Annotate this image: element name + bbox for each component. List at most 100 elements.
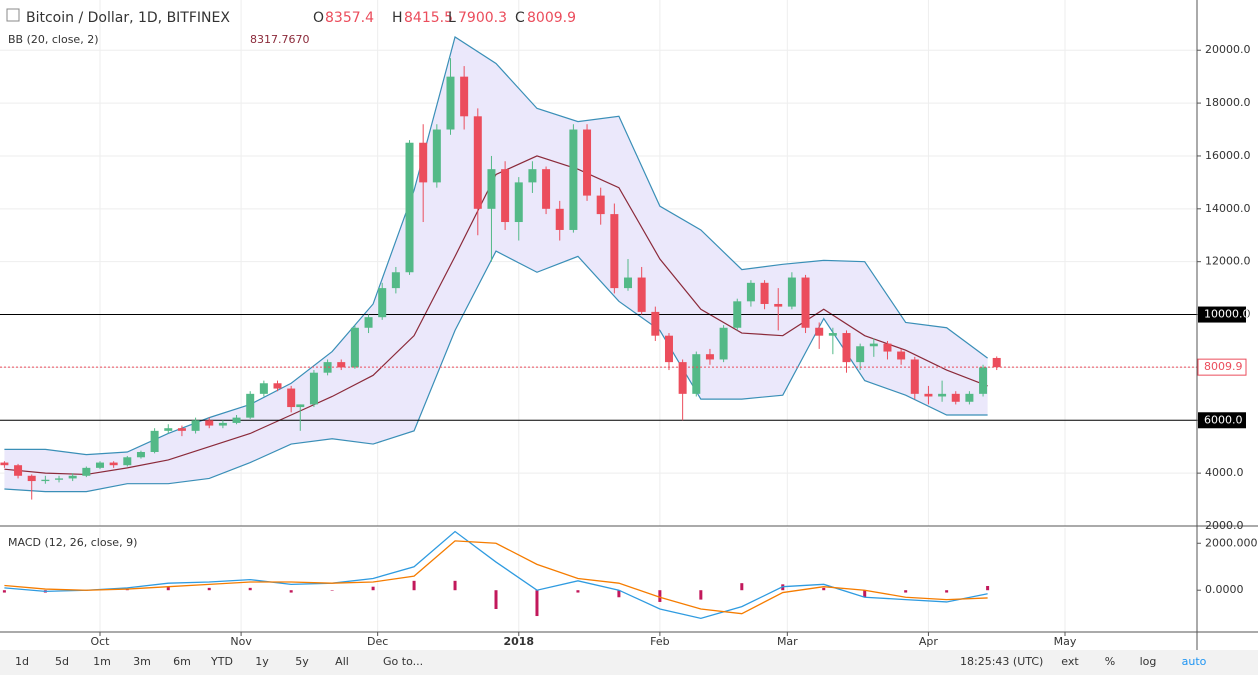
candle-body — [951, 393, 960, 402]
macd-histogram-bar — [248, 587, 252, 591]
x-tick-label: Feb — [650, 635, 669, 648]
macd-histogram-bar — [945, 590, 949, 593]
y-tick-label: 2000.0 — [1205, 519, 1244, 532]
candle-body — [378, 288, 387, 318]
range-button[interactable]: 5y — [295, 655, 309, 668]
candle-body — [473, 116, 482, 209]
candle-body — [583, 129, 592, 196]
price-pane — [0, 0, 1197, 527]
candle-body — [109, 462, 118, 466]
candle-body — [801, 277, 810, 328]
candle-body — [596, 195, 605, 215]
option-button[interactable]: log — [1140, 655, 1157, 668]
range-button[interactable]: 1m — [93, 655, 111, 668]
candle-body — [528, 169, 537, 183]
toolbar — [0, 650, 1258, 675]
indicator-value: 8317.7670 — [250, 33, 310, 46]
menu-icon[interactable] — [6, 8, 20, 22]
y-tick-label: 16000.0 — [1205, 149, 1251, 162]
candle-body — [0, 462, 9, 466]
macd-histogram-bar — [371, 586, 375, 591]
x-tick-label: Apr — [919, 635, 939, 648]
candle-body — [733, 301, 742, 328]
range-button[interactable]: 5d — [55, 655, 69, 668]
ohlc-label: H — [392, 10, 403, 26]
signal-line — [4, 540, 988, 615]
bb-fill — [4, 37, 988, 492]
candle-body — [555, 208, 564, 230]
candle-body — [787, 277, 796, 307]
range-button[interactable]: 1d — [15, 655, 29, 668]
candle-body — [815, 327, 824, 336]
x-tick-label: Mar — [777, 635, 798, 648]
candle-body — [828, 333, 837, 336]
candle-body — [883, 343, 892, 352]
y-tick-label: 18000.0 — [1205, 96, 1251, 109]
macd-line — [4, 530, 988, 620]
last-price-tag — [1197, 358, 1247, 376]
candle-body — [664, 335, 673, 363]
candle-body — [869, 343, 878, 347]
goto-button[interactable]: Go to... — [383, 655, 423, 668]
candle-body — [259, 383, 268, 394]
option-button[interactable]: % — [1105, 655, 1115, 668]
price-tag-label: 6000.0 — [1204, 413, 1243, 426]
y-tick-label: 20000.0 — [1205, 43, 1251, 56]
candle-body — [746, 282, 755, 302]
candle-body — [514, 182, 523, 223]
macd-histogram-bar — [412, 580, 416, 591]
candle-body — [542, 169, 551, 209]
candle-body — [364, 317, 373, 328]
indicator-label: MACD (12, 26, close, 9) — [8, 536, 137, 549]
candle-body — [164, 428, 173, 431]
macd-histogram-bar — [986, 585, 990, 591]
macd-histogram-bar — [740, 583, 744, 591]
macd-pane — [2, 528, 1066, 632]
candle-body — [350, 327, 359, 368]
range-button[interactable]: YTD — [210, 655, 233, 668]
range-button[interactable]: 3m — [133, 655, 151, 668]
candle-body — [391, 272, 400, 289]
candle-body — [27, 475, 36, 482]
candle-body — [938, 393, 947, 397]
option-button[interactable]: auto — [1182, 655, 1207, 668]
range-button[interactable]: 6m — [173, 655, 191, 668]
ohlc-value: 8009.9 — [527, 10, 576, 26]
macd-histogram-bar — [453, 580, 457, 591]
symbol-title: Bitcoin / Dollar, 1D, BITFINEX — [26, 10, 230, 26]
price-tag-label: 10000.0 — [1204, 308, 1250, 321]
candle-body — [842, 333, 851, 363]
option-button[interactable]: ext — [1061, 655, 1079, 668]
range-button[interactable]: All — [335, 655, 349, 668]
macd-histogram-bar — [494, 590, 498, 609]
ohlc-value: 8415.5 — [404, 10, 453, 26]
macd-histogram-bar — [330, 590, 334, 591]
candle-body — [296, 404, 305, 408]
candle-body — [760, 282, 769, 304]
candle-body — [774, 303, 783, 307]
bb-mid-line — [4, 155, 988, 476]
y-tick-label: 12000.0 — [1205, 255, 1251, 268]
macd-histogram-bar — [617, 590, 621, 598]
macd-histogram-bar — [2, 590, 6, 593]
candle-body — [218, 422, 227, 426]
candle-body — [273, 383, 282, 389]
x-tick-label: Oct — [90, 635, 110, 648]
range-button[interactable]: 1y — [255, 655, 269, 668]
candle-body — [651, 311, 660, 336]
macd-histogram-bar — [166, 586, 170, 591]
candle-body — [309, 372, 318, 405]
candle-body — [692, 354, 701, 394]
y-tick-label: 14000.0 — [1205, 202, 1251, 215]
candle-body — [992, 357, 1001, 368]
macd-histogram-bar — [863, 590, 867, 598]
macd-histogram-bar — [904, 590, 908, 593]
ohlc-label: O — [313, 10, 324, 26]
x-tick-label: Dec — [367, 635, 388, 648]
macd-histogram-bar — [576, 590, 580, 593]
candle-body — [41, 479, 50, 482]
ohlc-value: 7900.3 — [458, 10, 507, 26]
x-tick-label: Nov — [230, 635, 252, 648]
